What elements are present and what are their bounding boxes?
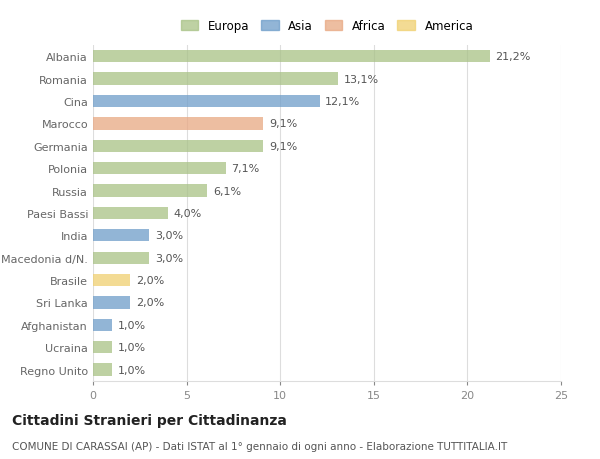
Bar bbox=[93, 185, 207, 197]
Bar bbox=[93, 140, 263, 152]
Bar bbox=[93, 73, 338, 85]
Text: 2,0%: 2,0% bbox=[136, 275, 164, 285]
Text: 1,0%: 1,0% bbox=[118, 320, 145, 330]
Text: COMUNE DI CARASSAI (AP) - Dati ISTAT al 1° gennaio di ogni anno - Elaborazione T: COMUNE DI CARASSAI (AP) - Dati ISTAT al … bbox=[12, 441, 507, 451]
Text: 6,1%: 6,1% bbox=[213, 186, 241, 196]
Bar bbox=[93, 341, 112, 353]
Text: 21,2%: 21,2% bbox=[496, 52, 531, 62]
Text: 1,0%: 1,0% bbox=[118, 342, 145, 353]
Bar bbox=[93, 364, 112, 376]
Bar bbox=[93, 51, 490, 63]
Bar bbox=[93, 118, 263, 130]
Bar bbox=[93, 252, 149, 264]
Text: 4,0%: 4,0% bbox=[173, 208, 202, 218]
Bar bbox=[93, 162, 226, 175]
Legend: Europa, Asia, Africa, America: Europa, Asia, Africa, America bbox=[177, 17, 477, 37]
Text: 3,0%: 3,0% bbox=[155, 253, 183, 263]
Text: Cittadini Stranieri per Cittadinanza: Cittadini Stranieri per Cittadinanza bbox=[12, 413, 287, 427]
Text: 9,1%: 9,1% bbox=[269, 119, 297, 129]
Text: 2,0%: 2,0% bbox=[136, 298, 164, 308]
Bar bbox=[93, 207, 168, 219]
Text: 1,0%: 1,0% bbox=[118, 365, 145, 375]
Bar bbox=[93, 230, 149, 242]
Bar bbox=[93, 95, 320, 108]
Text: 9,1%: 9,1% bbox=[269, 141, 297, 151]
Text: 7,1%: 7,1% bbox=[232, 164, 260, 174]
Text: 13,1%: 13,1% bbox=[344, 74, 379, 84]
Bar bbox=[93, 297, 130, 309]
Bar bbox=[93, 274, 130, 286]
Text: 3,0%: 3,0% bbox=[155, 231, 183, 241]
Bar bbox=[93, 319, 112, 331]
Text: 12,1%: 12,1% bbox=[325, 97, 361, 107]
